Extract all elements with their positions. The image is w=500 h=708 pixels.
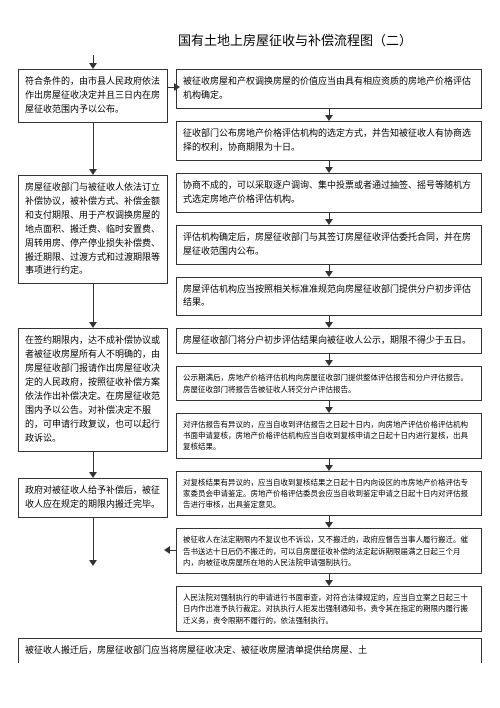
page-title: 国有土地上房屋征收与补偿流程图（二） [108,30,482,49]
left-box-1: 符合条件的，由市县人民政府依法作出房屋征收决定并且三日内在房屋征收范围内予以公布… [18,69,168,123]
right-column: 被征收房屋和产权调换房屋的价值应当由具有相应资质的房地产价格评估机构确定。 征收… [176,55,482,632]
right-box-2: 征收部门公布房地产价格评估机构的选定方式，并告知被征收人有协商选择的权利，协商期… [176,121,482,161]
arrow-down [176,401,482,413]
right-box-5: 房屋评估机构应当按照相关标准准规范向房屋征收部门提供分户初步评估结果。 [176,277,482,317]
arrow-down [176,109,482,121]
arrow-left-icon [164,546,170,554]
left-column: 符合条件的，由市县人民政府依法作出房屋征收决定并且三日内在房屋征收范围内予以公布… [18,55,168,632]
arrow-down [18,123,168,175]
arrow-down [176,516,482,528]
arrow-down [176,265,482,277]
arrow-down [18,55,168,69]
bottom-box: 被征收人搬迁后，房屋征收部门应当将房屋征收决定、被征收房屋清单提供给房屋、土 [18,638,482,663]
right-box-3: 协商不成的，可以采取逐户调询、集中投票或者通过抽签、摇号等随机方式选定房地产价格… [176,173,482,213]
right-box-9: 对复核结果有异议的，应当自收到复核结果之日起十日内向设区的市房地产价格评估专家委… [176,471,482,517]
left-box-3: 在签约期限内，达不成补偿协议或者被征收房屋所有人不明确的，由房屋征收部门报请作出… [18,328,168,452]
arrow-down [176,213,482,225]
left-box-4: 政府对被征收人给予补偿后，被征收人应在规定的期限内搬迁完毕。 [18,478,168,518]
arrow-down [176,316,482,328]
right-box-4: 评估机构确定后，房屋征收部门与其签订房屋征收评估委托合同，并在房屋征收范围内公布… [176,225,482,265]
left-box-2: 房屋征收部门与被征收人依法订立补偿协议，被补偿方式、补偿金额和支付期限、用于产权… [18,175,168,285]
right-box-8: 对评估报告有异议的，应当自收到评估报告之日起十日内，向房地产评估价格评估机构书面… [176,413,482,459]
arrow-right-icon [174,83,180,91]
arrow-down [18,284,168,328]
arrow-down [18,452,168,478]
right-box-1: 被征收房屋和产权调换房屋的价值应当由具有相应资质的房地产价格评估机构确定。 [176,69,482,109]
arrow-down [176,354,482,366]
arrow-down [18,518,168,566]
right-box-11: 人民法院对强制执行的申请进行书面审查，对符合法律规定的，应当自立案之日起三十日内… [176,586,482,632]
arrow-down [176,459,482,471]
right-box-10: 被征收人在法定期限内不复议也不诉讼，又不搬迁的，政府应督告当事人履行搬迁。催告书… [176,528,482,574]
arrow-down [176,161,482,173]
arrow-down [176,574,482,586]
right-box-6: 房屋征收部门将分户初步评估结果向被征收人公示，期限不得少于五日。 [176,328,482,354]
right-box-7: 公示期满后，房地产价格评估机构向房屋征收部门提供整体评估报告和分户评估报告。房屋… [176,366,482,401]
flowchart: 符合条件的，由市县人民政府依法作出房屋征收决定并且三日内在房屋征收范围内予以公布… [18,55,482,632]
